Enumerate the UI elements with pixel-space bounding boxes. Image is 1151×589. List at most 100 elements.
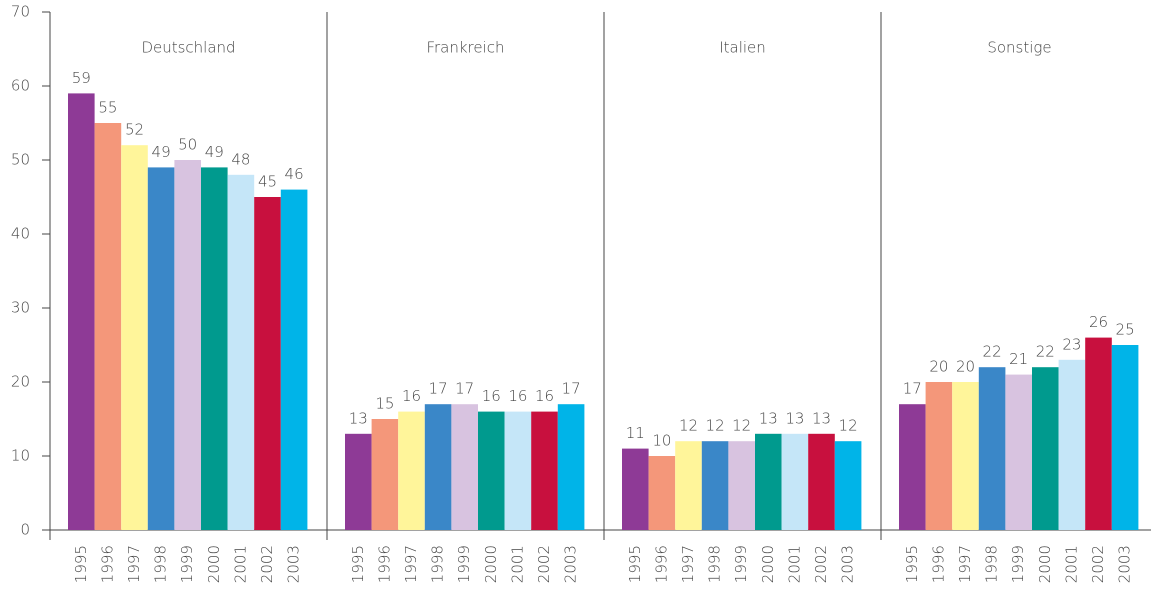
y-tick-label: 50 — [11, 151, 30, 169]
bar — [557, 404, 585, 530]
value-label: 25 — [1116, 321, 1135, 339]
x-tick-label: 2000 — [1036, 545, 1054, 583]
bar — [147, 167, 175, 530]
x-tick-label: 2001 — [231, 545, 249, 583]
x-tick-label: 2003 — [562, 545, 580, 583]
bar — [1085, 337, 1112, 530]
value-label: 49 — [152, 143, 171, 161]
value-label: 13 — [785, 409, 804, 427]
x-tick-label: 1997 — [679, 545, 697, 583]
bar — [280, 189, 308, 530]
bar — [345, 433, 372, 530]
y-tick-label: 10 — [11, 447, 30, 465]
x-tick-label: 2003 — [285, 545, 303, 583]
bar — [174, 160, 201, 530]
bar — [728, 441, 755, 530]
x-tick-label: 1997 — [125, 545, 143, 583]
x-tick-label: 2001 — [1062, 545, 1080, 583]
value-label: 17 — [562, 380, 581, 398]
value-label: 49 — [205, 143, 224, 161]
x-tick-label: 1995 — [903, 545, 921, 583]
bar — [68, 93, 95, 531]
x-tick-label: 1995 — [349, 545, 367, 583]
value-label: 22 — [1036, 343, 1055, 361]
x-tick-label: 2000 — [205, 545, 223, 583]
value-label: 16 — [482, 387, 501, 405]
x-tick-label: 1998 — [706, 545, 724, 583]
x-tick-label: 2001 — [785, 545, 803, 583]
x-tick-label: 2000 — [759, 545, 777, 583]
value-label: 23 — [1062, 335, 1081, 353]
value-label: 21 — [1009, 350, 1028, 368]
value-label: 16 — [508, 387, 527, 405]
value-label: 13 — [349, 409, 368, 427]
value-label: 17 — [903, 380, 922, 398]
panel-title: Frankreich — [426, 39, 504, 57]
value-label: 10 — [652, 432, 671, 450]
x-tick-label: 2002 — [1089, 545, 1107, 583]
value-label: 12 — [732, 417, 751, 435]
value-label: 12 — [679, 417, 698, 435]
value-label: 13 — [759, 409, 778, 427]
x-tick-label: 1998 — [983, 545, 1001, 583]
bar — [451, 404, 478, 530]
bar — [504, 411, 532, 530]
x-tick-label: 1996 — [929, 545, 947, 583]
y-tick-label: 40 — [11, 225, 30, 243]
panel-title: Italien — [719, 39, 766, 57]
x-tick-label: 1999 — [1009, 545, 1027, 583]
bar — [531, 411, 558, 530]
bar — [1005, 374, 1032, 530]
y-tick-label: 70 — [11, 3, 30, 21]
value-label: 48 — [231, 150, 250, 168]
bar — [675, 441, 702, 530]
x-tick-label: 2002 — [535, 545, 553, 583]
x-tick-label: 1997 — [402, 545, 420, 583]
bar — [834, 441, 862, 530]
bar — [781, 433, 809, 530]
x-tick-label: 1996 — [375, 545, 393, 583]
x-tick-label: 1999 — [178, 545, 196, 583]
value-label: 22 — [983, 343, 1002, 361]
x-tick-label: 2000 — [482, 545, 500, 583]
value-label: 16 — [535, 387, 554, 405]
value-label: 12 — [706, 417, 725, 435]
bar — [808, 433, 835, 530]
value-label: 12 — [839, 417, 858, 435]
bar — [755, 433, 782, 530]
x-tick-label: 1998 — [152, 545, 170, 583]
bar — [371, 419, 399, 530]
bar — [398, 411, 425, 530]
value-label: 46 — [285, 165, 304, 183]
bar — [952, 382, 979, 530]
x-tick-label: 2001 — [508, 545, 526, 583]
bar — [978, 367, 1006, 530]
bar — [925, 382, 953, 530]
y-tick-label: 60 — [11, 77, 30, 95]
value-label: 16 — [402, 387, 421, 405]
x-tick-label: 1998 — [429, 545, 447, 583]
y-tick-label: 20 — [11, 373, 30, 391]
bar — [1111, 345, 1139, 530]
bar — [478, 411, 505, 530]
x-tick-label: 2003 — [839, 545, 857, 583]
bar — [648, 456, 676, 530]
panel-title: Sonstige — [987, 39, 1051, 57]
value-label: 20 — [929, 358, 948, 376]
value-label: 55 — [98, 99, 117, 117]
bar — [1058, 359, 1086, 530]
bar — [201, 167, 228, 530]
y-tick-label: 0 — [20, 521, 30, 539]
value-label: 11 — [626, 424, 645, 442]
bar — [1032, 367, 1059, 530]
bar — [899, 404, 926, 530]
x-tick-label: 1995 — [626, 545, 644, 583]
bar — [701, 441, 729, 530]
value-label: 20 — [956, 358, 975, 376]
value-label: 50 — [178, 136, 197, 154]
bar — [622, 448, 649, 530]
x-tick-label: 2002 — [812, 545, 830, 583]
bar — [94, 123, 122, 530]
panel-title: Deutschland — [141, 39, 235, 57]
